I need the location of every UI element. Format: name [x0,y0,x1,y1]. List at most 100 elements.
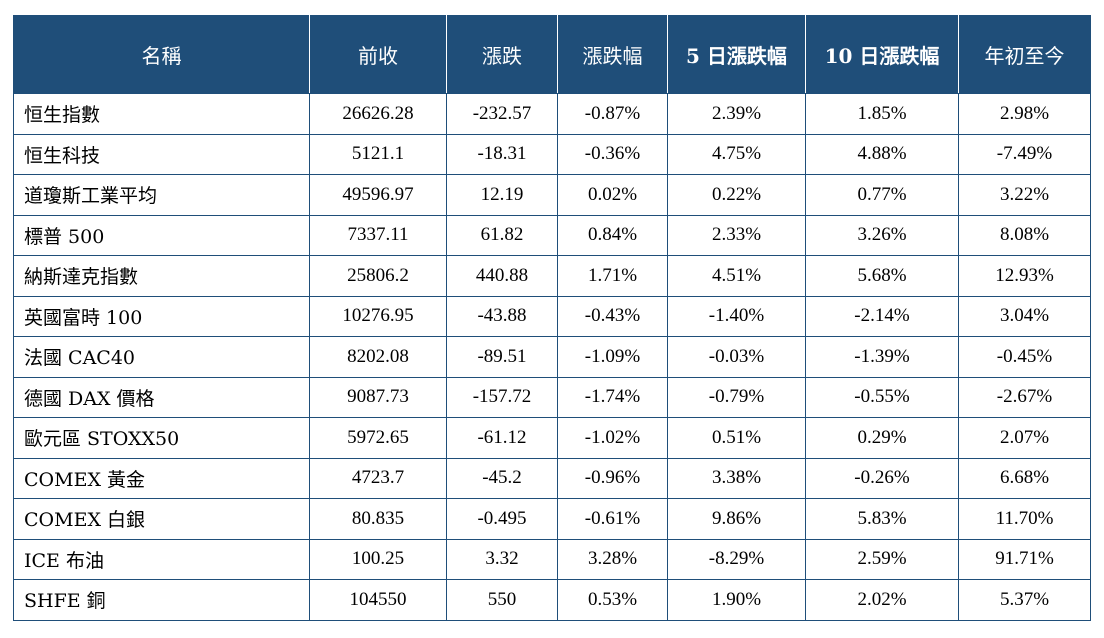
change-percent-cell: 0.84% [557,214,668,256]
ytd-change-percent-cell: 91.71% [958,538,1091,580]
ten-day-change-percent-cell: 2.02% [805,579,959,621]
five-day-change-percent-cell: 4.51% [667,255,806,297]
instrument-name-cell: 納斯達克指數 [13,255,310,297]
previous-close-cell: 5121.1 [309,133,447,175]
five-day-change-percent-cell: -0.79% [667,376,806,418]
instrument-name-cell: COMEX 白銀 [13,498,310,540]
change-percent-cell: 0.53% [557,579,668,621]
previous-close-cell: 26626.28 [309,93,447,135]
previous-close-cell: 104550 [309,579,447,621]
column-header: 名稱 [13,15,310,94]
column-header: 5 日漲跌幅 [667,15,806,94]
previous-close-cell: 25806.2 [309,255,447,297]
ten-day-change-percent-cell: 4.88% [805,133,959,175]
previous-close-cell: 80.835 [309,498,447,540]
change-cell: -232.57 [446,93,558,135]
change-cell: -89.51 [446,336,558,378]
ytd-change-percent-cell: 3.04% [958,295,1091,337]
column-header: 漲跌幅 [557,15,668,94]
ten-day-change-percent-cell: -0.55% [805,376,959,418]
ytd-change-percent-cell: -7.49% [958,133,1091,175]
ten-day-change-percent-cell: 3.26% [805,214,959,256]
ytd-change-percent-cell: 5.37% [958,579,1091,621]
change-cell: 3.32 [446,538,558,580]
previous-close-cell: 9087.73 [309,376,447,418]
change-percent-cell: 3.28% [557,538,668,580]
change-cell: 550 [446,579,558,621]
table-row: 德國 DAX 價格 9087.73 -157.72 -1.74% -0.79% -0.55… [13,376,1091,418]
table-body: 恒生指數 26626.28 -232.57 -0.87% 2.39% 1.85% 2.98%… [13,93,1091,621]
instrument-name-cell: 德國 DAX 價格 [13,376,310,418]
five-day-change-percent-cell: 9.86% [667,498,806,540]
ytd-change-percent-cell: 8.08% [958,214,1091,256]
table-row: 歐元區 STOXX50 5972.65 -61.12 -1.02% 0.51% 0.29%… [13,417,1091,459]
ytd-change-percent-cell: 11.70% [958,498,1091,540]
ytd-change-percent-cell: 6.68% [958,457,1091,499]
instrument-name-cell: 恒生指數 [13,93,310,135]
table-row: 英國富時 100 10276.95 -43.88 -0.43% -1.40% -2.14%… [13,295,1091,337]
change-cell: -61.12 [446,417,558,459]
ten-day-change-percent-cell: -1.39% [805,336,959,378]
change-cell: -157.72 [446,376,558,418]
change-cell: -18.31 [446,133,558,175]
column-header: 10 日漲跌幅 [805,15,959,94]
instrument-name-cell: 英國富時 100 [13,295,310,337]
change-cell: 440.88 [446,255,558,297]
table-header: 名稱 前收 漲跌 漲跌幅 5 日漲跌幅 10 日漲跌幅 年初至今 [13,15,1091,94]
five-day-change-percent-cell: -0.03% [667,336,806,378]
instrument-name-cell: SHFE 銅 [13,579,310,621]
change-percent-cell: -1.02% [557,417,668,459]
instrument-name-cell: 法國 CAC40 [13,336,310,378]
previous-close-cell: 5972.65 [309,417,447,459]
change-percent-cell: -0.96% [557,457,668,499]
column-header: 年初至今 [958,15,1091,94]
table-row: ICE 布油 100.25 3.32 3.28% -8.29% 2.59% 91.71% [13,538,1091,580]
table-row: COMEX 黃金 4723.7 -45.2 -0.96% 3.38% -0.26% 6.68… [13,457,1091,499]
five-day-change-percent-cell: 2.39% [667,93,806,135]
ytd-change-percent-cell: 3.22% [958,174,1091,216]
previous-close-cell: 100.25 [309,538,447,580]
ten-day-change-percent-cell: 0.29% [805,417,959,459]
change-cell: -43.88 [446,295,558,337]
change-percent-cell: -0.61% [557,498,668,540]
change-cell: 12.19 [446,174,558,216]
previous-close-cell: 4723.7 [309,457,447,499]
change-percent-cell: -0.36% [557,133,668,175]
ten-day-change-percent-cell: 2.59% [805,538,959,580]
change-percent-cell: -0.87% [557,93,668,135]
five-day-change-percent-cell: 2.33% [667,214,806,256]
previous-close-cell: 49596.97 [309,174,447,216]
market-table: 名稱 前收 漲跌 漲跌幅 5 日漲跌幅 10 日漲跌幅 年初至今 恒生指數 266… [13,15,1091,621]
change-percent-cell: -1.09% [557,336,668,378]
five-day-change-percent-cell: -1.40% [667,295,806,337]
ten-day-change-percent-cell: 5.68% [805,255,959,297]
column-header: 前收 [309,15,447,94]
table-row: 納斯達克指數 25806.2 440.88 1.71% 4.51% 5.68% 12.93% [13,255,1091,297]
table-row: COMEX 白銀 80.835 -0.495 -0.61% 9.86% 5.83% 11.7… [13,498,1091,540]
previous-close-cell: 10276.95 [309,295,447,337]
table-row: 恒生科技 5121.1 -18.31 -0.36% 4.75% 4.88% -7.49% [13,133,1091,175]
change-percent-cell: 1.71% [557,255,668,297]
ten-day-change-percent-cell: -2.14% [805,295,959,337]
five-day-change-percent-cell: 0.51% [667,417,806,459]
instrument-name-cell: 歐元區 STOXX50 [13,417,310,459]
previous-close-cell: 7337.11 [309,214,447,256]
table-row: 道瓊斯工業平均 49596.97 12.19 0.02% 0.22% 0.77% 3.22% [13,174,1091,216]
ten-day-change-percent-cell: 1.85% [805,93,959,135]
instrument-name-cell: ICE 布油 [13,538,310,580]
column-header: 漲跌 [446,15,558,94]
table-row: 標普 500 7337.11 61.82 0.84% 2.33% 3.26% 8.08% [13,214,1091,256]
ten-day-change-percent-cell: 5.83% [805,498,959,540]
change-cell: -45.2 [446,457,558,499]
table-row: SHFE 銅 104550 550 0.53% 1.90% 2.02% 5.37% [13,579,1091,621]
table-row: 恒生指數 26626.28 -232.57 -0.87% 2.39% 1.85% 2.98% [13,93,1091,135]
change-percent-cell: 0.02% [557,174,668,216]
five-day-change-percent-cell: 0.22% [667,174,806,216]
ten-day-change-percent-cell: -0.26% [805,457,959,499]
five-day-change-percent-cell: 1.90% [667,579,806,621]
ytd-change-percent-cell: -2.67% [958,376,1091,418]
five-day-change-percent-cell: 3.38% [667,457,806,499]
five-day-change-percent-cell: -8.29% [667,538,806,580]
change-cell: 61.82 [446,214,558,256]
previous-close-cell: 8202.08 [309,336,447,378]
